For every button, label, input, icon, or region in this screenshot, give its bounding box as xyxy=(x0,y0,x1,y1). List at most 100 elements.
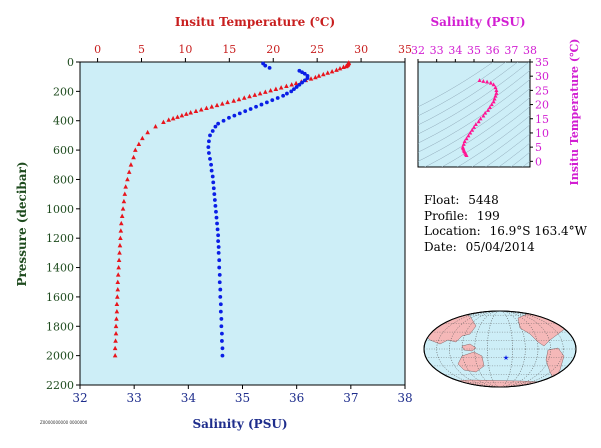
temperature-point xyxy=(170,115,176,121)
top-axis-label: Insitu Temperature (℃) xyxy=(175,15,335,29)
temperature-point xyxy=(115,279,121,285)
profile-row: Profile: 199 xyxy=(424,209,587,225)
ts-density-contour xyxy=(418,79,530,153)
ts-point xyxy=(483,110,488,115)
temperature-point xyxy=(225,99,230,105)
ts-right-tick-label: 35 xyxy=(535,56,549,69)
ts-point xyxy=(491,99,496,104)
ts-point xyxy=(477,78,482,83)
temperature-point xyxy=(293,80,299,86)
temperature-point xyxy=(113,338,118,343)
salinity-point xyxy=(217,258,222,263)
float-label: Float: xyxy=(424,193,460,207)
salinity-point xyxy=(212,192,217,197)
salinity-point xyxy=(297,82,302,87)
left-tick-label: 2000 xyxy=(46,350,74,363)
world-map: ★ xyxy=(423,310,577,388)
temperature-point xyxy=(122,191,128,196)
ts-density-contour xyxy=(441,106,530,167)
top-tick-label: 10 xyxy=(178,43,192,56)
ts-point xyxy=(461,141,466,146)
salinity-point xyxy=(218,302,223,307)
temperature-point xyxy=(214,102,220,108)
date-label: Date: xyxy=(424,239,457,254)
ts-top-tick-label: 35 xyxy=(467,44,481,57)
map-meridian xyxy=(461,310,539,388)
top-tick-label: 0 xyxy=(94,43,101,56)
bottom-tick-label: 38 xyxy=(397,391,412,405)
salinity-point xyxy=(208,157,212,161)
salinity-point xyxy=(263,63,268,68)
salinity-point xyxy=(216,250,221,255)
temperature-point xyxy=(337,66,343,71)
temperature-point xyxy=(113,331,119,336)
salinity-point xyxy=(302,71,307,76)
salinity-point xyxy=(237,111,242,116)
ts-point xyxy=(489,102,494,107)
salinity-point xyxy=(302,78,307,83)
temperature-point xyxy=(268,88,273,93)
left-tick-label: 0 xyxy=(67,56,74,69)
temperature-point xyxy=(112,353,118,358)
salinity-point xyxy=(206,145,211,150)
land-antarctica xyxy=(429,379,571,387)
ts-point xyxy=(478,116,483,121)
land-australia xyxy=(457,351,485,373)
top-tick-label: 5 xyxy=(138,43,145,56)
salinity-point xyxy=(292,87,296,92)
salinity-point xyxy=(216,245,221,249)
temperature-point xyxy=(308,76,314,81)
temperature-point xyxy=(131,154,136,160)
salinity-point xyxy=(218,295,223,299)
left-tick-label: 1600 xyxy=(46,291,74,304)
temperature-point xyxy=(161,119,166,124)
temperature-point xyxy=(198,107,204,112)
temperature-point xyxy=(117,242,123,248)
ts-point xyxy=(494,88,499,92)
salinity-point xyxy=(216,121,221,126)
salinity-point xyxy=(259,102,264,107)
salinity-point xyxy=(211,180,216,185)
salinity-point xyxy=(218,287,223,292)
temperature-point xyxy=(284,83,289,89)
left-tick-label: 400 xyxy=(53,115,74,128)
ts-density-contour xyxy=(418,70,530,144)
temperature-point xyxy=(175,114,180,119)
ts-point xyxy=(473,122,478,127)
top-tick-label: 25 xyxy=(310,43,324,56)
salinity-point xyxy=(213,203,218,208)
salinity-point xyxy=(219,324,224,329)
profile-label: Profile: xyxy=(424,208,469,223)
float-info-panel: Float: 5448 Profile: 199 Location: 16.9°… xyxy=(424,193,587,255)
temperature-point xyxy=(188,110,193,115)
salinity-point xyxy=(267,65,272,70)
ts-plot-area xyxy=(417,61,531,168)
temperature-point xyxy=(252,92,258,97)
left-tick-label: 800 xyxy=(53,173,74,186)
ts-point xyxy=(464,153,469,157)
bottom-tick-label: 35 xyxy=(235,391,250,405)
temperature-point xyxy=(114,308,120,314)
ts-point xyxy=(485,79,490,84)
temperature-point xyxy=(219,101,225,106)
salinity-point xyxy=(248,107,253,111)
salinity-point xyxy=(220,339,224,343)
temperature-point xyxy=(119,213,125,218)
ts-density-contour xyxy=(418,62,507,117)
salinity-point xyxy=(216,233,221,238)
temperature-point xyxy=(140,135,145,141)
top-tick-label: 20 xyxy=(266,43,280,56)
bottom-tick-label: 32 xyxy=(72,391,87,405)
temperature-point xyxy=(117,250,122,255)
salinity-point xyxy=(215,221,219,226)
salinity-point xyxy=(232,113,237,118)
temperature-point xyxy=(153,124,158,129)
ts-top-tick-label: 34 xyxy=(448,44,462,57)
temperature-point xyxy=(115,294,120,299)
land-indonesia xyxy=(461,343,477,352)
temperature-point xyxy=(166,117,172,122)
left-tick-label: 600 xyxy=(53,144,74,157)
left-tick-label: 1000 xyxy=(46,203,74,216)
map-meridian xyxy=(449,310,551,388)
